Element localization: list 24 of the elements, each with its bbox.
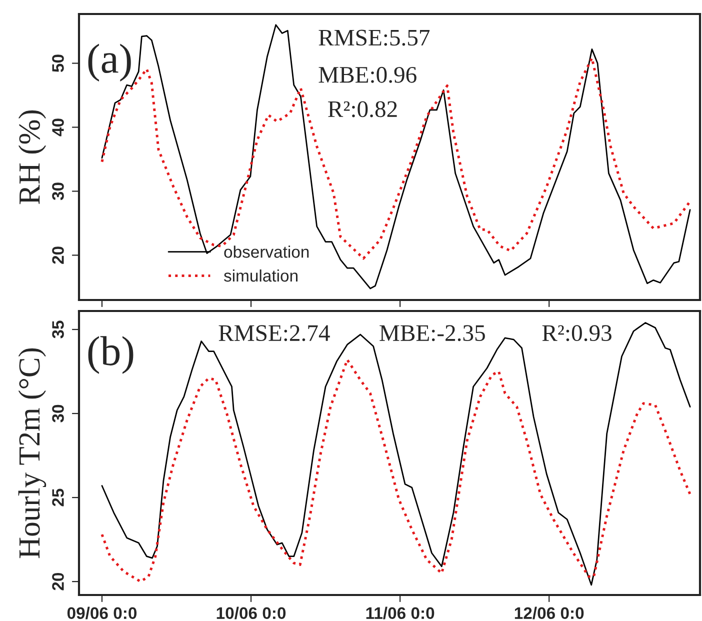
y-tick-label: 50 (52, 54, 64, 72)
y-tick-label: 30 (52, 404, 64, 422)
x-tick-label: 09/06 0:0 (67, 606, 137, 620)
annotation: MBE:-2.35 (380, 325, 485, 342)
x-tick-label: 11/06 0:0 (366, 606, 434, 620)
y-tick-label: 35 (52, 320, 64, 338)
y-tick-label: 25 (52, 488, 64, 506)
x-tick-label: 12/06 0:0 (514, 606, 584, 620)
y-tick-label: 20 (52, 572, 64, 590)
annotation: RMSE:2.74 (218, 325, 330, 342)
annotation: R²:0.82 (328, 101, 397, 118)
legend-label: observation (224, 246, 309, 258)
y-tick-label: 20 (52, 246, 64, 264)
x-tick-label: 10/06 0:0 (216, 606, 286, 620)
y-tick-label: 30 (52, 182, 64, 200)
y-axis-title: RH (%) (18, 110, 46, 204)
y-axis-title: Hourly T2m (°C) (18, 348, 46, 558)
annotation: R²:0.93 (542, 325, 612, 342)
annotation: (a) (88, 44, 131, 82)
annotation: (b) (88, 336, 134, 374)
annotation: RMSE:5.57 (318, 30, 430, 46)
annotation: MBE:0.96 (318, 66, 416, 83)
y-tick-label: 40 (52, 118, 64, 136)
legend-label: simulation (224, 269, 298, 282)
